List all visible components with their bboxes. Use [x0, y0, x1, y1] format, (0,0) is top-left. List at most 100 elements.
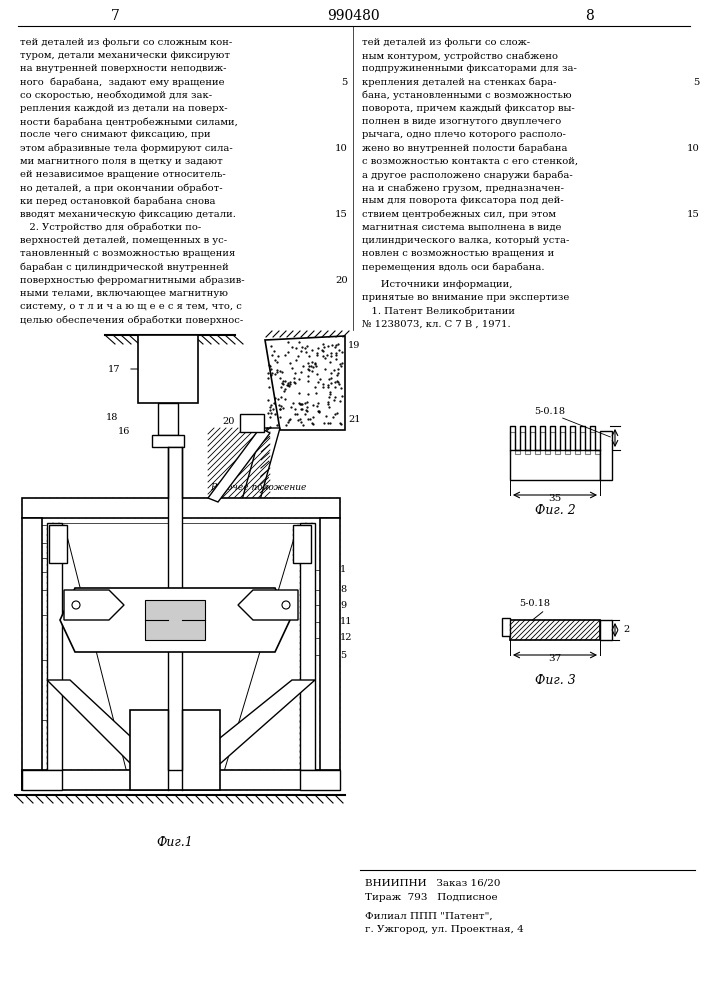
- Text: 22: 22: [22, 520, 35, 530]
- Text: вводят механическую фиксацию детали.: вводят механическую фиксацию детали.: [20, 210, 236, 219]
- Text: но деталей, а при окончании обработ-: но деталей, а при окончании обработ-: [20, 183, 223, 193]
- Bar: [300, 770, 340, 790]
- Text: полнен в виде изогнутого двуплечего: полнен в виде изогнутого двуплечего: [362, 117, 561, 126]
- Text: туром, детали механически фиксируют: туром, детали механически фиксируют: [20, 51, 230, 60]
- Bar: [510, 620, 600, 640]
- Text: тей деталей из фольги со слож-: тей деталей из фольги со слож-: [362, 38, 530, 47]
- Text: тановленный с возможностью вращения: тановленный с возможностью вращения: [20, 249, 235, 258]
- Text: перемещения вдоль оси барабана.: перемещения вдоль оси барабана.: [362, 262, 544, 272]
- Bar: [22, 770, 62, 790]
- Text: № 1238073, кл. С 7 В , 1971.: № 1238073, кл. С 7 В , 1971.: [362, 319, 510, 328]
- Text: ствием центробежных сил, при этом: ствием центробежных сил, при этом: [362, 210, 556, 219]
- Text: 5-0.18: 5-0.18: [534, 407, 566, 416]
- Bar: [600, 620, 612, 640]
- Text: поворота, причем каждый фиксатор вы-: поворота, причем каждый фиксатор вы-: [362, 104, 575, 113]
- Text: 20: 20: [223, 418, 235, 426]
- Text: барабан с цилиндрической внутренней: барабан с цилиндрической внутренней: [20, 262, 229, 272]
- Text: 5: 5: [340, 650, 346, 660]
- Text: 37: 37: [549, 654, 561, 663]
- Text: 990480: 990480: [327, 9, 380, 23]
- Text: поверхностью ферромагнитными абразив-: поверхностью ферромагнитными абразив-: [20, 276, 245, 285]
- Text: ным контуром, устройство снабжено: ным контуром, устройство снабжено: [362, 51, 558, 61]
- Polygon shape: [238, 590, 298, 620]
- Text: рычага, одно плечо которого располо-: рычага, одно плечо которого располо-: [362, 130, 566, 139]
- Bar: [22, 770, 340, 790]
- Text: 35: 35: [549, 494, 561, 503]
- Text: репления каждой из детали на поверх-: репления каждой из детали на поверх-: [20, 104, 228, 113]
- Bar: [600, 431, 612, 480]
- Text: 23: 23: [184, 504, 197, 512]
- Text: на и снабжено грузом, предназначен-: на и снабжено грузом, предназначен-: [362, 183, 564, 193]
- Text: 7: 7: [22, 538, 28, 548]
- Bar: [47, 523, 62, 770]
- Text: 13: 13: [22, 585, 35, 594]
- Text: 21: 21: [348, 416, 361, 424]
- Text: принятые во внимание при экспертизе: принятые во внимание при экспертизе: [362, 293, 569, 302]
- Text: 18: 18: [105, 414, 118, 422]
- Text: 15: 15: [22, 776, 35, 784]
- Bar: [168, 447, 182, 770]
- Text: 24: 24: [202, 504, 214, 512]
- Bar: [510, 450, 600, 480]
- Bar: [240, 414, 264, 432]
- Text: Рабочее положение: Рабочее положение: [210, 484, 306, 492]
- Polygon shape: [205, 680, 315, 770]
- Bar: [300, 523, 315, 770]
- Polygon shape: [47, 680, 145, 770]
- Text: после чего снимают фиксацию, при: после чего снимают фиксацию, при: [20, 130, 211, 139]
- Text: крепления деталей на стенках бара-: крепления деталей на стенках бара-: [362, 78, 556, 87]
- Text: 10: 10: [687, 144, 700, 153]
- Bar: [502, 618, 510, 636]
- Bar: [49, 525, 67, 563]
- Bar: [320, 518, 340, 790]
- Circle shape: [72, 601, 80, 609]
- Text: 12: 12: [340, 634, 353, 643]
- Text: Фиг.1: Фиг.1: [157, 836, 194, 850]
- Text: щетки: щетки: [225, 495, 259, 504]
- Text: 1. Патент Великобритании: 1. Патент Великобритании: [362, 306, 515, 316]
- Text: новлен с возможностью вращения и: новлен с возможностью вращения и: [362, 249, 554, 258]
- Text: 5-0.18: 5-0.18: [520, 599, 551, 608]
- Bar: [22, 498, 340, 518]
- Text: Фиг. 3: Фиг. 3: [534, 674, 575, 686]
- Text: систему, о т л и ч а ю щ е е с я тем, что, с: систему, о т л и ч а ю щ е е с я тем, чт…: [20, 302, 242, 311]
- Polygon shape: [265, 336, 345, 430]
- Text: жено во внутренней полости барабана: жено во внутренней полости барабана: [362, 144, 568, 153]
- Text: 2: 2: [22, 610, 28, 619]
- Text: 16: 16: [117, 426, 130, 436]
- Text: со скоростью, необходимой для зак-: со скоростью, необходимой для зак-: [20, 91, 212, 100]
- Text: 4: 4: [22, 568, 28, 576]
- Text: 20: 20: [335, 276, 348, 285]
- Text: магнитная система выполнена в виде: магнитная система выполнена в виде: [362, 223, 561, 232]
- Text: ВНИИПНИ   Заказ 16/20: ВНИИПНИ Заказ 16/20: [365, 879, 501, 888]
- Bar: [130, 710, 220, 790]
- Bar: [138, 335, 198, 403]
- Text: 10: 10: [224, 593, 236, 602]
- Circle shape: [282, 601, 290, 609]
- Polygon shape: [64, 590, 124, 620]
- Polygon shape: [208, 428, 270, 502]
- Text: Филиал ППП "Патент",: Филиал ППП "Патент",: [365, 912, 493, 920]
- Text: 17: 17: [107, 364, 120, 373]
- Text: тей деталей из фольги со сложным кон-: тей деталей из фольги со сложным кон-: [20, 38, 233, 47]
- Text: ности барабана центробежными силами,: ности барабана центробежными силами,: [20, 117, 238, 127]
- Text: целью обеспечения обработки поверхнос-: целью обеспечения обработки поверхнос-: [20, 315, 243, 325]
- Text: 7: 7: [110, 9, 119, 23]
- Text: Источники информации,: Источники информации,: [362, 280, 513, 289]
- Bar: [22, 518, 42, 790]
- Text: 14: 14: [22, 716, 35, 724]
- Text: 15: 15: [335, 210, 348, 219]
- Text: ей независимое вращение относитель-: ей независимое вращение относитель-: [20, 170, 226, 179]
- Text: Фиг. 2: Фиг. 2: [534, 504, 575, 516]
- Text: а другое расположено снаружи бараба-: а другое расположено снаружи бараба-: [362, 170, 573, 180]
- Text: 2: 2: [623, 626, 629, 635]
- Text: 11: 11: [340, 617, 353, 626]
- Polygon shape: [242, 428, 280, 500]
- Text: ного  барабана,  задают ему вращение: ного барабана, задают ему вращение: [20, 78, 225, 87]
- Text: ным для поворота фиксатора под дей-: ным для поворота фиксатора под дей-: [362, 196, 563, 205]
- Text: 2. Устройство для обработки по-: 2. Устройство для обработки по-: [20, 223, 201, 232]
- Bar: [62, 523, 300, 770]
- Bar: [293, 525, 311, 563]
- Text: 5: 5: [694, 78, 700, 87]
- Text: 5: 5: [341, 78, 348, 87]
